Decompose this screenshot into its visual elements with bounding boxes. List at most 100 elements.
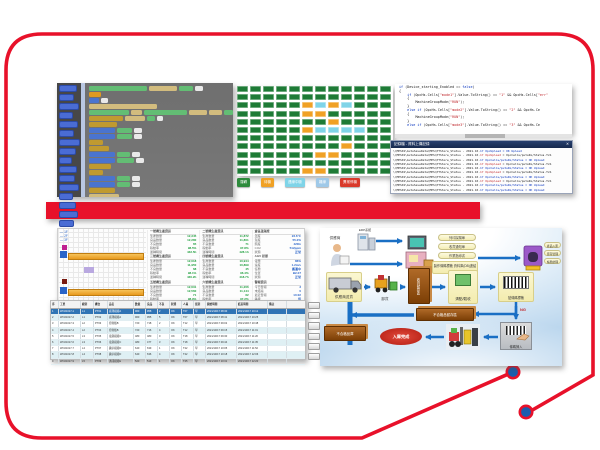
status-cell[interactable] — [354, 143, 365, 150]
toolbox-block[interactable] — [59, 112, 73, 119]
table-row[interactable]: 9 WO21017-9 L5 PT09 通訊模組E 520 519 1 OK T25 早 2021/1… — [51, 358, 305, 365]
status-cell[interactable] — [341, 167, 352, 174]
toolbox-block[interactable] — [59, 220, 74, 227]
status-cell[interactable] — [380, 159, 391, 166]
status-cell[interactable] — [289, 94, 300, 101]
table-row[interactable]: 2 WO21017-2 L1 PT02 感測模組A 960 955 5 OK T07 早 2021/1… — [51, 315, 305, 322]
status-cell[interactable] — [328, 110, 339, 117]
toolbox-block[interactable] — [59, 211, 78, 218]
status-cell[interactable] — [367, 167, 378, 174]
code-block[interactable] — [132, 152, 140, 157]
status-cell[interactable] — [328, 126, 339, 133]
status-cell[interactable] — [250, 94, 261, 101]
status-cell[interactable] — [237, 86, 248, 92]
status-cell[interactable] — [315, 143, 326, 150]
status-cell[interactable] — [302, 118, 313, 125]
status-cell[interactable] — [289, 126, 300, 133]
status-cell[interactable] — [315, 110, 326, 117]
side-button[interactable] — [308, 352, 320, 361]
code-block[interactable] — [89, 128, 115, 133]
status-cell[interactable] — [276, 143, 287, 150]
status-cell[interactable] — [250, 159, 261, 166]
status-cell[interactable] — [276, 126, 287, 133]
column-header[interactable]: 結束時間 — [237, 301, 268, 308]
column-header[interactable]: 品名 — [108, 301, 134, 308]
status-cell[interactable] — [380, 143, 391, 150]
status-cell[interactable] — [380, 110, 391, 117]
status-cell[interactable] — [367, 94, 378, 101]
status-cell[interactable] — [341, 102, 352, 109]
status-cell[interactable] — [328, 167, 339, 174]
status-cell[interactable] — [354, 135, 365, 142]
column-header[interactable]: 線別 — [81, 301, 94, 308]
code-block[interactable] — [117, 182, 130, 187]
status-cell[interactable] — [237, 143, 248, 150]
block-toolbox[interactable] — [57, 83, 81, 227]
status-cell[interactable] — [328, 143, 339, 150]
toolbox-block[interactable] — [59, 148, 76, 155]
code-block[interactable] — [117, 158, 134, 163]
status-cell[interactable] — [263, 167, 274, 174]
status-cell[interactable] — [263, 151, 274, 158]
status-cell[interactable] — [250, 102, 261, 109]
status-cell[interactable] — [354, 94, 365, 101]
status-cell[interactable] — [237, 110, 248, 117]
column-header[interactable]: 良品 — [146, 301, 158, 308]
status-cell[interactable] — [341, 143, 352, 150]
toolbox-block[interactable] — [59, 184, 79, 191]
status-cell[interactable] — [315, 118, 326, 125]
code-block[interactable] — [89, 158, 115, 163]
code-hscrollbar[interactable] — [395, 134, 572, 138]
code-block[interactable] — [89, 188, 115, 193]
code-block[interactable] — [89, 152, 115, 157]
code-block[interactable] — [89, 176, 115, 181]
status-cell[interactable] — [276, 102, 287, 109]
status-cell[interactable] — [237, 118, 248, 125]
status-cell[interactable] — [250, 110, 261, 117]
code-block[interactable] — [132, 182, 140, 187]
status-cell[interactable] — [276, 86, 287, 92]
code-block[interactable] — [188, 110, 207, 115]
code-block[interactable] — [195, 86, 203, 91]
status-cell[interactable] — [276, 135, 287, 142]
code-block[interactable] — [179, 86, 193, 91]
code-block[interactable] — [149, 86, 177, 91]
code-block[interactable] — [89, 146, 109, 151]
status-cell[interactable] — [263, 86, 274, 92]
status-cell[interactable] — [263, 143, 274, 150]
code-block[interactable] — [89, 134, 115, 139]
status-cell[interactable] — [263, 126, 274, 133]
column-header[interactable]: 工單 — [59, 301, 81, 308]
code-block[interactable] — [89, 170, 103, 175]
toolbox-block[interactable] — [59, 202, 76, 209]
side-button[interactable] — [308, 342, 320, 350]
status-cell[interactable] — [328, 118, 339, 125]
code-editor-screenshot[interactable]: if (Device_starting_Enabled == false){ i… — [395, 84, 572, 134]
status-cell[interactable] — [250, 86, 261, 92]
status-cell[interactable] — [289, 151, 300, 158]
status-cell[interactable] — [354, 126, 365, 133]
status-cell[interactable] — [367, 143, 378, 150]
code-block[interactable] — [89, 194, 119, 197]
toolbox-block[interactable] — [59, 139, 80, 146]
status-cell[interactable] — [263, 102, 274, 109]
code-block[interactable] — [125, 116, 145, 121]
status-cell[interactable] — [380, 135, 391, 142]
code-block[interactable] — [117, 152, 130, 157]
code-block[interactable] — [89, 122, 117, 127]
status-cell[interactable] — [341, 126, 352, 133]
status-cell[interactable] — [380, 126, 391, 133]
status-cell[interactable] — [341, 110, 352, 117]
status-cell[interactable] — [250, 135, 261, 142]
status-cell[interactable] — [328, 102, 339, 109]
status-cell[interactable] — [237, 167, 248, 174]
code-block[interactable] — [144, 110, 187, 115]
status-cell[interactable] — [302, 143, 313, 150]
status-cell[interactable] — [315, 135, 326, 142]
block-canvas[interactable] — [85, 83, 233, 197]
status-cell[interactable] — [315, 86, 326, 92]
code-block[interactable] — [147, 116, 155, 121]
status-cell[interactable] — [367, 151, 378, 158]
status-cell[interactable] — [328, 159, 339, 166]
status-cell[interactable] — [276, 167, 287, 174]
